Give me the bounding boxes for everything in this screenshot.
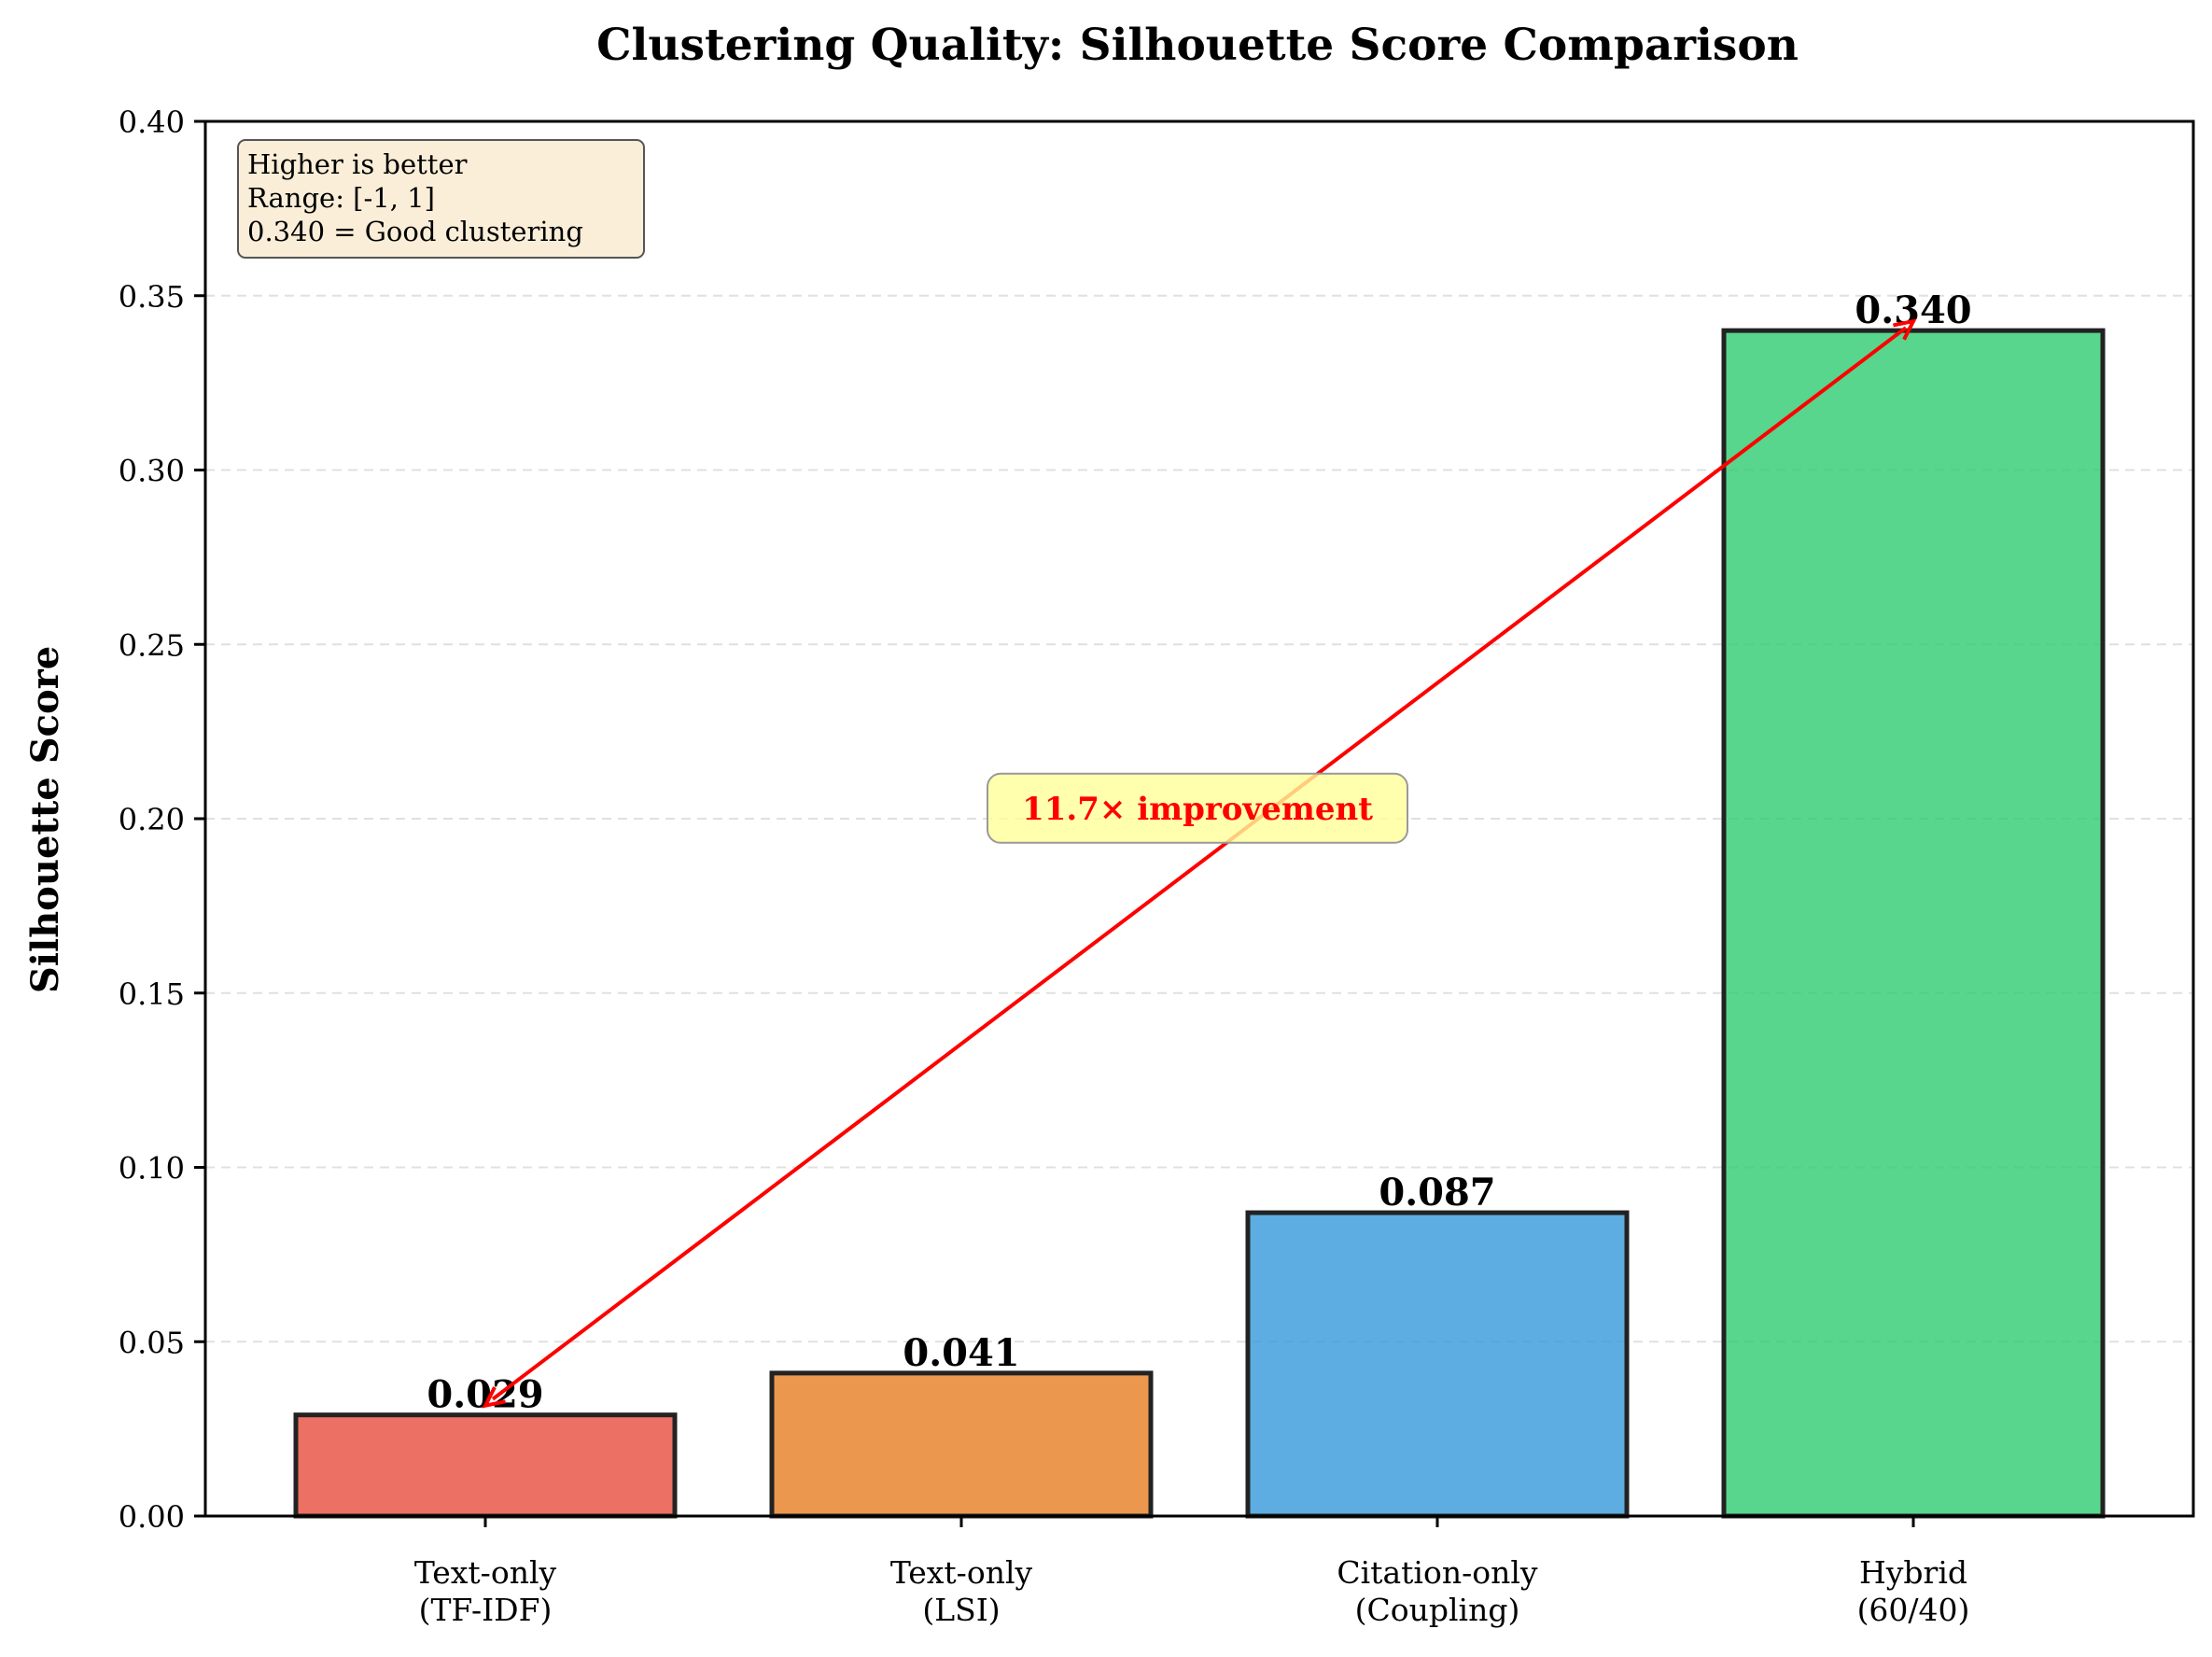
x-tick-label: (Coupling) bbox=[1355, 1592, 1520, 1628]
annotation: 11.7× improvement bbox=[482, 318, 1917, 1409]
y-tick-label: 0.10 bbox=[119, 1151, 185, 1187]
y-tick-label: 0.00 bbox=[119, 1499, 185, 1535]
x-tick-label: (60/40) bbox=[1857, 1592, 1970, 1628]
value-label: 0.340 bbox=[1855, 288, 1971, 332]
x-tick-label: Text-only bbox=[414, 1554, 557, 1591]
x-tick-label: (LSI) bbox=[922, 1592, 1000, 1628]
bar bbox=[293, 1412, 678, 1519]
info-box-line: Higher is better bbox=[247, 148, 468, 180]
value-labels: 0.029 0.041 0.087 0.340 bbox=[427, 288, 1971, 1417]
y-tick-label: 0.30 bbox=[119, 454, 185, 489]
arrow-head bbox=[482, 1386, 506, 1409]
bar bbox=[1721, 328, 2106, 1519]
y-axis-label: Silhouette Score bbox=[23, 646, 67, 993]
value-label: 0.041 bbox=[903, 1331, 1019, 1375]
value-label: 0.029 bbox=[427, 1373, 543, 1417]
x-tick-label: Text-only bbox=[890, 1554, 1033, 1591]
annotation-text: 11.7× improvement bbox=[1022, 791, 1373, 828]
bars bbox=[293, 328, 2106, 1519]
x-tick-label: Citation-only bbox=[1337, 1554, 1538, 1591]
value-label: 0.087 bbox=[1379, 1171, 1495, 1215]
bar bbox=[769, 1370, 1154, 1519]
x-tick-label: (TF-IDF) bbox=[419, 1592, 553, 1628]
axes: 0.00 0.05 0.10 0.15 0.20 0.25 0.30 0.35 0.40 Text… bbox=[119, 105, 2195, 1628]
y-tick-label: 0.15 bbox=[119, 976, 185, 1012]
improvement-arrow bbox=[491, 326, 1908, 1401]
info-box-line: 0.340 = Good clustering bbox=[247, 216, 583, 247]
annotation-box bbox=[987, 772, 1408, 844]
info-box-frame bbox=[237, 139, 645, 259]
y-tick-label: 0.25 bbox=[119, 627, 185, 663]
info-box-line: Range: [-1, 1] bbox=[247, 182, 435, 214]
y-tick-label: 0.35 bbox=[119, 279, 185, 315]
y-tick-label: 0.05 bbox=[119, 1325, 185, 1360]
y-tick-label: 0.40 bbox=[119, 105, 185, 140]
bar bbox=[1245, 1210, 1630, 1519]
y-tick-label: 0.20 bbox=[119, 802, 185, 837]
arrow-head bbox=[1893, 318, 1917, 341]
chart-title: Clustering Quality: Silhouette Score Com… bbox=[596, 20, 1799, 71]
x-tick-label: Hybrid bbox=[1859, 1554, 1967, 1591]
